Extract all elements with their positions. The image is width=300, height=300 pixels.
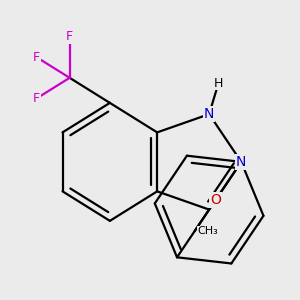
Text: CH₃: CH₃ (198, 226, 218, 236)
Text: F: F (66, 30, 73, 43)
Text: N: N (204, 107, 214, 121)
Text: O: O (210, 193, 221, 207)
Text: N: N (236, 155, 246, 169)
Text: H: H (214, 77, 223, 90)
Text: F: F (33, 51, 40, 64)
Text: F: F (33, 92, 40, 105)
